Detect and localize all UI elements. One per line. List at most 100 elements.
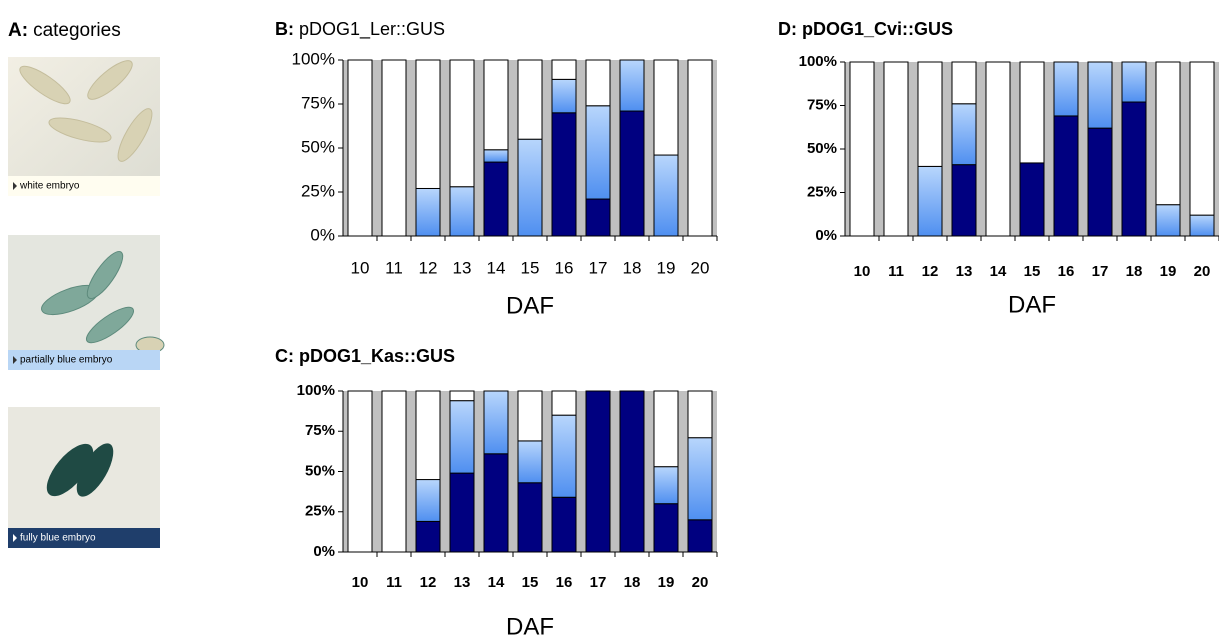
bar-segment	[1121, 101, 1147, 237]
bar-segment	[1087, 127, 1113, 237]
bar-segment	[517, 59, 543, 140]
x-tick-label: 18	[624, 574, 641, 591]
y-tick-label: 75%	[301, 93, 335, 112]
bar-segment	[653, 390, 679, 468]
x-tick-label: 18	[1126, 263, 1143, 280]
bar-segment	[687, 59, 713, 237]
bar-segment	[415, 479, 441, 522]
bar-segment	[1087, 61, 1113, 129]
bar-segment	[951, 103, 977, 166]
bar-segment	[449, 59, 475, 188]
bar-segment	[517, 482, 543, 553]
y-tick-label: 25%	[301, 181, 335, 200]
chart: 10 11 12 13 14 15 16 17 18 19 20 0% 25% 50% 75% 100% DAF…	[275, 19, 718, 319]
bar-segment	[1019, 61, 1045, 164]
bar-segment	[551, 414, 577, 498]
bar-segment	[883, 61, 909, 237]
title-text: pDOG1_Kas::GUS	[299, 346, 455, 366]
bar-segment	[585, 390, 611, 553]
bar-segment	[849, 61, 875, 237]
bar-segment	[1053, 61, 1079, 117]
x-axis-label: DAF	[1008, 291, 1056, 318]
caption-bg	[8, 350, 160, 370]
caption: fully blue embryo	[20, 533, 96, 544]
x-tick-label: 19	[657, 258, 676, 277]
bar-segment	[415, 390, 441, 481]
caption-arrow	[13, 182, 17, 190]
caption-bg	[8, 528, 160, 548]
x-tick-label: 14	[487, 258, 506, 277]
x-tick-label: 10	[854, 263, 871, 280]
y-tick-label: 25%	[305, 503, 335, 520]
bar-segment	[551, 78, 577, 114]
x-tick-label: 15	[522, 574, 539, 591]
seeds	[41, 250, 165, 354]
x-tick-label: 18	[623, 258, 642, 277]
bar-segment	[585, 105, 611, 200]
bar-segment	[415, 520, 441, 553]
chart-title: C: pDOG1_Kas::GUS	[275, 346, 455, 366]
bar-segment	[449, 390, 475, 402]
bar-segment	[653, 59, 679, 156]
x-tick-label: 13	[956, 263, 973, 280]
x-tick-label: 19	[658, 574, 675, 591]
bar-segment	[415, 59, 441, 189]
chart: 10 11 12 13 14 15 16 17 18 19 20 0% 25% 50% 75% 100% DAF…	[275, 346, 718, 640]
x-tick-label: 19	[1160, 263, 1177, 280]
y-tick-label: 0%	[310, 225, 335, 244]
bar-segment	[1121, 61, 1147, 103]
bar-segment	[551, 59, 577, 80]
y-tick-label: 50%	[807, 140, 837, 157]
bar-segment	[619, 110, 645, 237]
x-tick-label: 11	[385, 258, 403, 277]
bar-segment	[551, 496, 577, 553]
bar-segment	[1155, 204, 1181, 237]
y-tick-label: 75%	[807, 96, 837, 113]
bar-segment	[517, 138, 543, 237]
bar-segment	[483, 390, 509, 455]
chart-title: B: pDOG1_Ler::GUS	[275, 19, 445, 40]
panel-label: D:	[778, 19, 797, 39]
chart-title: D: pDOG1_Cvi::GUS	[778, 19, 953, 39]
bar-segment	[1155, 61, 1181, 206]
caption: partially blue embryo	[20, 355, 113, 366]
bar-segment	[483, 59, 509, 151]
x-tick-label: 11	[888, 263, 904, 280]
title-text: pDOG1_Cvi::GUS	[802, 19, 953, 39]
x-tick-label: 20	[691, 258, 710, 277]
bar-segment	[483, 161, 509, 237]
bar-segment	[917, 61, 943, 167]
bar-segment	[449, 186, 475, 237]
bar-segment	[483, 149, 509, 163]
x-tick-label: 15	[521, 258, 540, 277]
y-tick-label: 100%	[799, 53, 837, 70]
x-axis-label: DAF	[506, 292, 554, 319]
panel-label: A:	[8, 20, 28, 41]
bar-segment	[483, 453, 509, 553]
x-tick-label: 17	[589, 258, 608, 277]
bar-segment	[687, 390, 713, 439]
y-tick-label: 75%	[305, 422, 335, 439]
x-tick-label: 10	[351, 258, 370, 277]
y-tick-label: 100%	[297, 382, 335, 399]
bar-segment	[551, 112, 577, 237]
x-tick-label: 20	[692, 574, 709, 591]
x-tick-label: 17	[590, 574, 607, 591]
panel-label: B:	[275, 19, 294, 39]
bar-segment	[619, 390, 645, 553]
x-tick-label: 10	[352, 574, 369, 591]
x-tick-label: 12	[419, 258, 438, 277]
bar-segment	[1189, 214, 1215, 237]
bar-segment	[1019, 162, 1045, 237]
bar-segment	[951, 164, 977, 237]
y-tick-label: 25%	[807, 183, 837, 200]
y-tick-label: 50%	[305, 462, 335, 479]
x-tick-label: 11	[386, 574, 402, 591]
bar-segment	[985, 61, 1011, 237]
bar-segment	[347, 59, 373, 237]
bar-segment	[951, 61, 977, 105]
bar-segment	[917, 165, 943, 237]
seeds	[46, 443, 114, 497]
x-tick-label: 14	[990, 263, 1007, 280]
bar-segment	[551, 390, 577, 416]
